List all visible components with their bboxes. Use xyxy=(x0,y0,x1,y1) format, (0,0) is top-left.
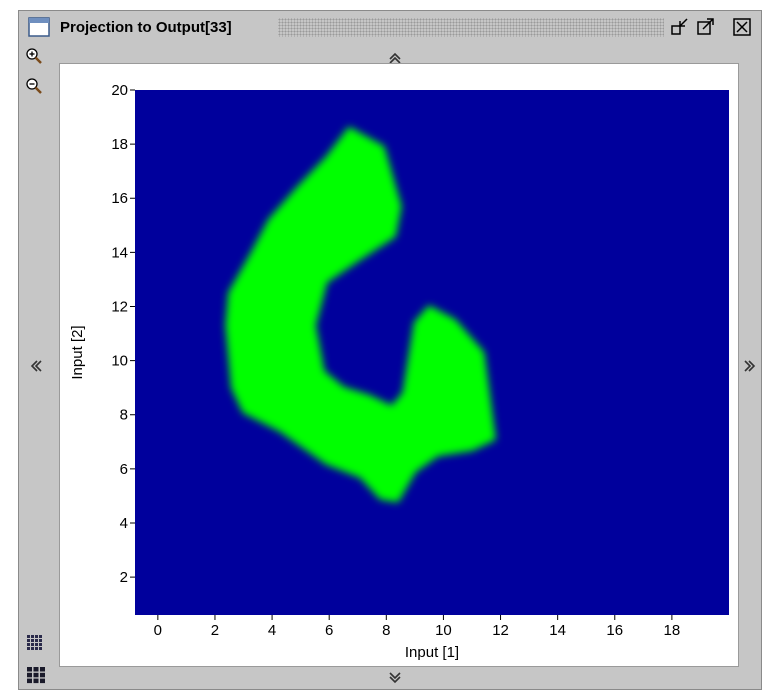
x-tick-label: 14 xyxy=(549,622,566,639)
maximize-icon[interactable] xyxy=(696,17,716,37)
y-tick-label: 20 xyxy=(111,82,128,99)
zoom-in-icon[interactable] xyxy=(25,47,43,65)
x-tick-label: 4 xyxy=(268,622,276,639)
x-tick-label: 16 xyxy=(606,622,623,639)
grid-small-icon[interactable] xyxy=(25,633,45,653)
chevron-down-icon[interactable] xyxy=(387,671,403,685)
restore-icon[interactable] xyxy=(670,17,690,37)
y-tick-label: 4 xyxy=(120,515,128,532)
x-tick-label: 2 xyxy=(211,622,219,639)
y-tick-label: 12 xyxy=(111,298,128,315)
x-tick-label: 0 xyxy=(154,622,162,639)
y-axis-label: Input [2] xyxy=(69,325,86,379)
x-tick-label: 10 xyxy=(435,622,452,639)
title-bar-fill xyxy=(278,18,664,37)
y-tick-label: 6 xyxy=(120,461,128,478)
y-tick-label: 18 xyxy=(111,136,128,153)
x-tick-label: 18 xyxy=(664,622,681,639)
x-tick-label: 6 xyxy=(325,622,333,639)
chevron-up-icon[interactable] xyxy=(387,51,403,65)
y-tick-label: 2 xyxy=(120,569,128,586)
window-title: Projection to Output[33] xyxy=(60,19,232,36)
x-tick-label: 12 xyxy=(492,622,509,639)
zoom-out-icon[interactable] xyxy=(25,77,43,95)
projection-window: Projection to Output[33] xyxy=(18,10,762,690)
heatmap-region xyxy=(225,126,496,503)
chevron-left-icon[interactable] xyxy=(29,358,43,374)
projection-heatmap[interactable]: 0 2 4 6 8 10 12 14 16 18 2 4 6 8 10 12 14 16 18 20 Input [… xyxy=(60,64,738,666)
x-tick-label: 8 xyxy=(382,622,390,639)
close-icon[interactable] xyxy=(732,17,752,37)
y-tick-label: 10 xyxy=(111,353,128,370)
window-icon xyxy=(28,17,50,37)
y-tick-label: 14 xyxy=(111,244,128,261)
grid-large-icon[interactable] xyxy=(25,665,47,685)
title-bar[interactable]: Projection to Output[33] xyxy=(20,12,760,42)
y-tick-label: 16 xyxy=(111,190,128,207)
plot-panel: 0 2 4 6 8 10 12 14 16 18 2 4 6 8 10 12 14 16 18 20 Input [… xyxy=(59,63,739,667)
chevron-right-icon[interactable] xyxy=(743,358,757,374)
y-tick-label: 8 xyxy=(120,407,128,424)
x-axis-label: Input [1] xyxy=(405,644,459,661)
